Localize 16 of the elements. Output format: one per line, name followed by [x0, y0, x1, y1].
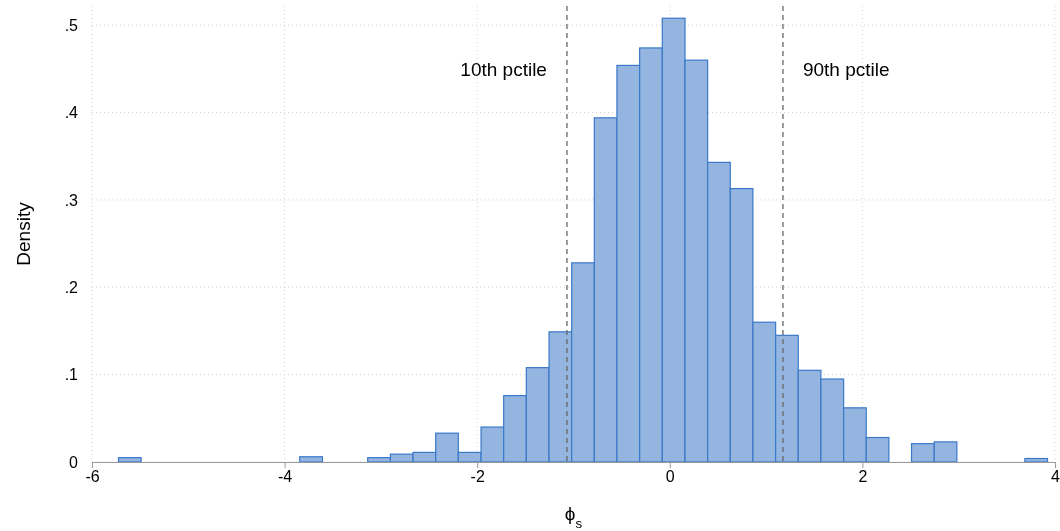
x-tick-label: -2: [470, 468, 485, 486]
x-tick-label: 0: [665, 468, 675, 486]
x-tick-label: 4: [1051, 468, 1060, 486]
x-tick-label: -4: [277, 468, 293, 486]
y-tick-label: 0: [69, 453, 79, 471]
y-tick-label: .3: [64, 191, 79, 209]
ref-line-label: 90th pctile: [802, 59, 890, 80]
x-axis-title: ϕ$_{s}$: [564, 503, 583, 531]
y-tick-label: .2: [64, 278, 79, 296]
ref-line-label: 10th pctile: [460, 59, 547, 80]
y-tick-label: .4: [64, 104, 79, 122]
x-tick-label: 2: [858, 468, 868, 486]
y-axis-title: Density: [13, 201, 34, 266]
y-tick-label: .5: [64, 16, 79, 34]
y-tick-label: .1: [64, 366, 79, 384]
x-tick-label: -6: [85, 468, 100, 486]
